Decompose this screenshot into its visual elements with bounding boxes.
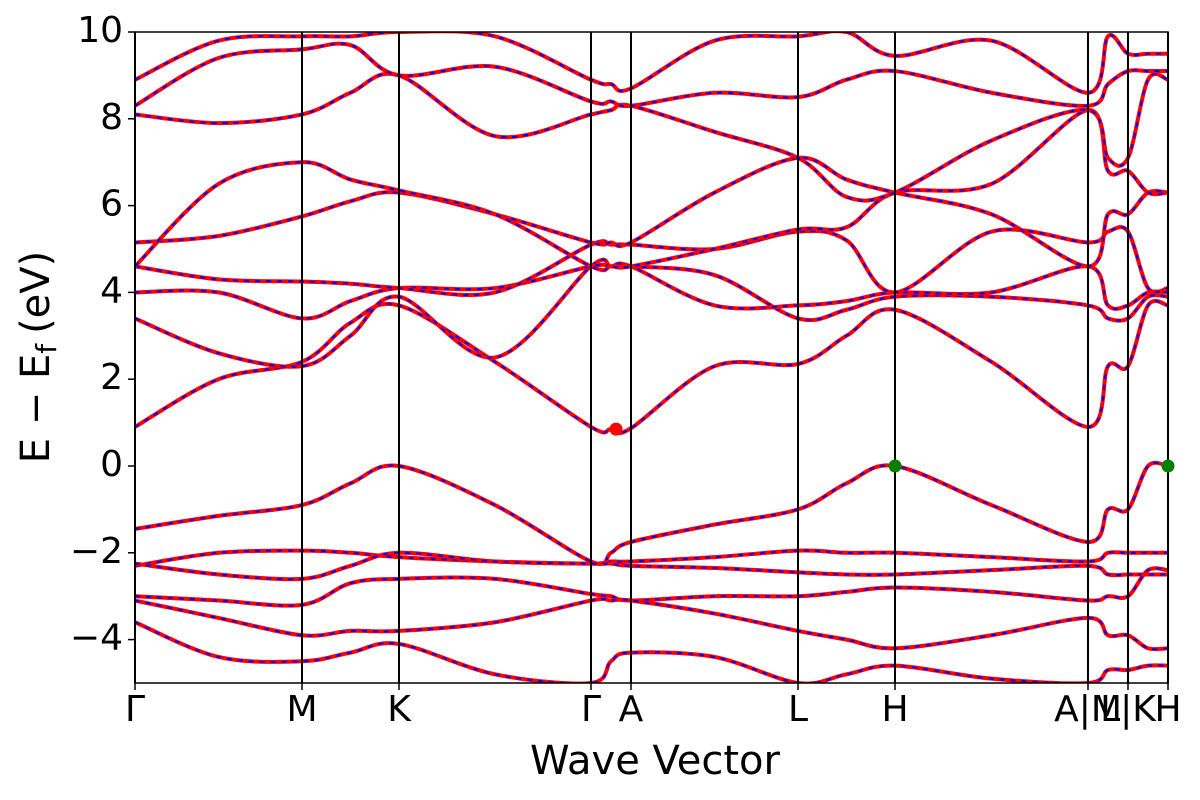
y-label-main: E − E: [13, 354, 59, 464]
band-line: [135, 261, 1168, 321]
band-line-dashed: [135, 597, 1168, 651]
x-tick-label: A: [619, 689, 644, 730]
y-tick-label: 4: [100, 270, 123, 311]
plot-area: [135, 32, 1168, 683]
band-line-dashed: [135, 299, 1168, 435]
band-line-dashed: [135, 42, 1168, 108]
band-line-dashed: [135, 461, 1168, 565]
y-tick-label: 0: [100, 444, 123, 485]
x-tick-label: L: [788, 689, 808, 730]
band-line: [135, 71, 1168, 203]
x-tick-label: Γ: [581, 689, 601, 730]
band-edge-point: [609, 422, 623, 436]
band-line-dashed: [135, 549, 1168, 567]
y-tick-label: 8: [100, 97, 123, 138]
x-tick-label: L|K: [1100, 689, 1157, 730]
y-tick-label: 2: [100, 357, 123, 398]
band-line-dashed: [135, 32, 1168, 94]
y-tick-label: 6: [100, 184, 123, 225]
band-line-dashed: [135, 621, 1168, 683]
band-line-dashed: [135, 258, 1168, 368]
x-tick-label: H: [881, 689, 908, 730]
x-axis-label: Wave Vector: [530, 738, 781, 784]
y-axis-label: E − Ef (eV): [13, 251, 63, 464]
x-tick-label: H: [1154, 689, 1181, 730]
band-line: [135, 155, 1168, 269]
y-tick-label: −2: [70, 531, 123, 572]
band-edge-point: [1161, 459, 1175, 473]
x-tick-label: K: [387, 689, 412, 730]
x-tick-label: Γ: [125, 689, 145, 730]
y-tick-label: 10: [77, 10, 123, 51]
band-line-dashed: [135, 262, 1168, 320]
band-line-dashed: [135, 567, 1168, 607]
x-tick-label: M: [286, 689, 317, 730]
band-line-dashed: [135, 109, 1168, 272]
band-edge-point: [888, 459, 902, 473]
x-tick-label: A|M: [1054, 689, 1122, 730]
band-line: [135, 32, 1168, 95]
y-label-sub: f: [30, 343, 63, 354]
y-label-unit: (eV): [13, 251, 59, 334]
band-line: [135, 566, 1168, 608]
band-line-dashed: [135, 156, 1168, 268]
band-line-dashed: [135, 551, 1168, 581]
band-line-dashed: [135, 72, 1168, 202]
y-tick-label: −4: [70, 618, 123, 659]
